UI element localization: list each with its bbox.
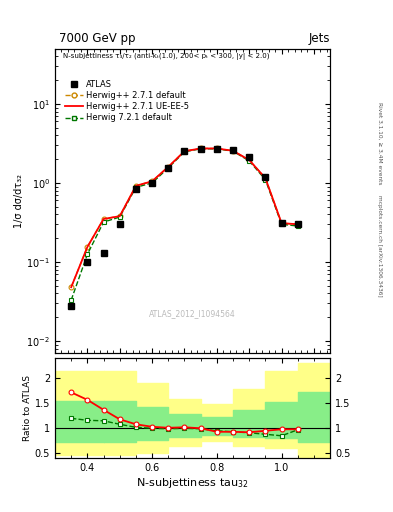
Y-axis label: Ratio to ATLAS: Ratio to ATLAS: [23, 375, 32, 441]
Text: mcplots.cern.ch [arXiv:1306.3436]: mcplots.cern.ch [arXiv:1306.3436]: [377, 195, 382, 296]
Text: Rivet 3.1.10, ≥ 3.4M events: Rivet 3.1.10, ≥ 3.4M events: [377, 102, 382, 185]
Text: 7000 GeV pp: 7000 GeV pp: [59, 32, 136, 45]
Y-axis label: 1/σ dσ/dτ₃₂: 1/σ dσ/dτ₃₂: [13, 174, 24, 228]
X-axis label: N-subjettiness tau$_{32}$: N-subjettiness tau$_{32}$: [136, 476, 249, 490]
Legend: ATLAS, Herwig++ 2.7.1 default, Herwig++ 2.7.1 UE-EE-5, Herwig 7.2.1 default: ATLAS, Herwig++ 2.7.1 default, Herwig++ …: [65, 80, 189, 122]
Text: ATLAS_2012_I1094564: ATLAS_2012_I1094564: [149, 309, 236, 318]
Text: N-subjettiness τ₃/τ₂ (anti-kₜ(1.0), 200< pₜ < 300, |y| < 2.0): N-subjettiness τ₃/τ₂ (anti-kₜ(1.0), 200<…: [63, 53, 270, 60]
Text: Jets: Jets: [309, 32, 330, 45]
